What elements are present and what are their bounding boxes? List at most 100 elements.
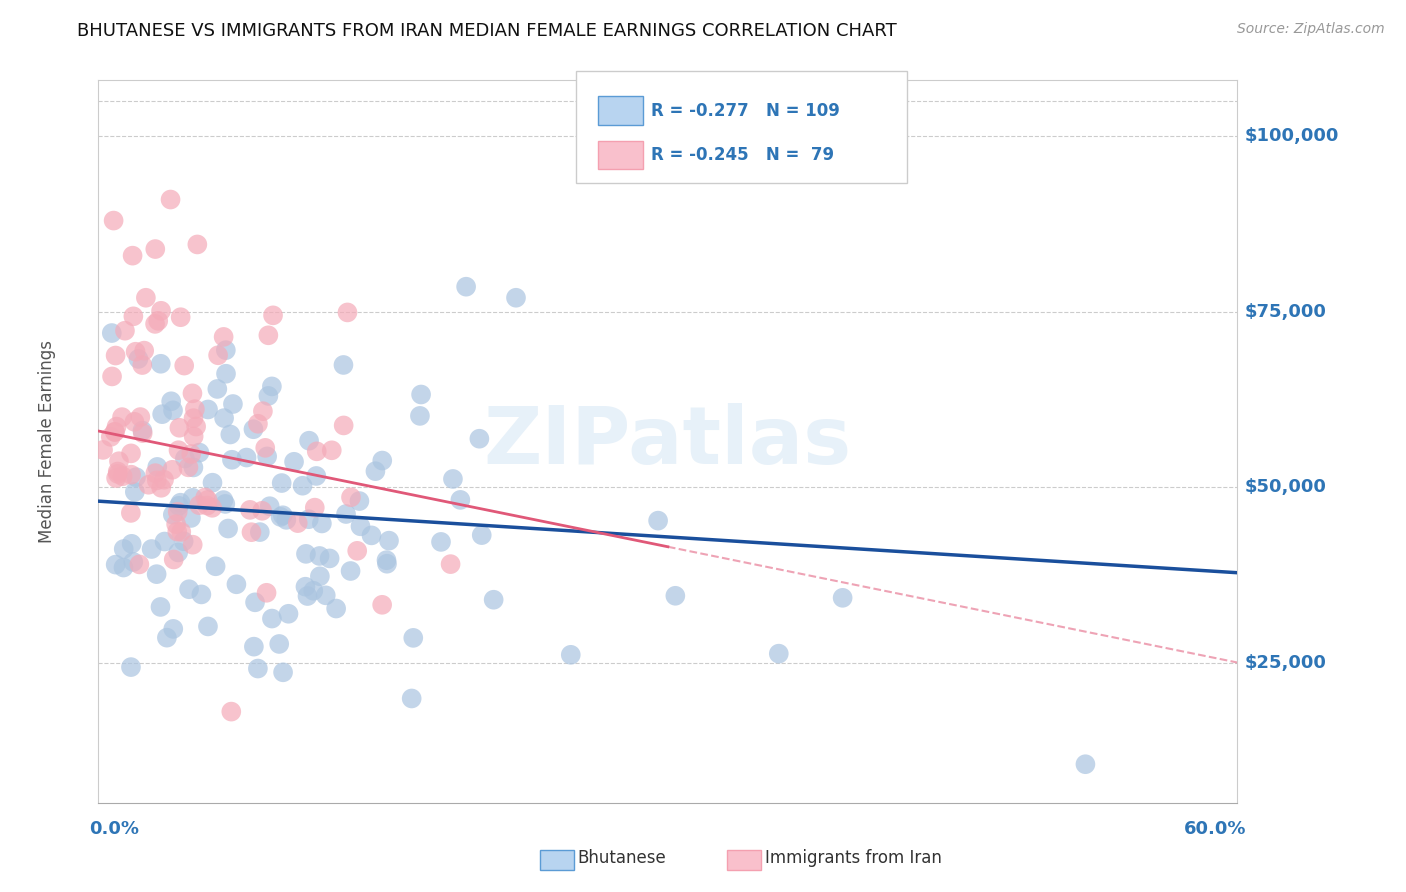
Point (257, 328, 280, 343)
Point (207, 348, 229, 362)
Point (269, 637, 291, 651)
Point (197, 619, 219, 633)
Point (409, 387, 432, 401)
Point (305, 444, 328, 458)
Point (339, 564, 361, 578)
Point (111, 469, 134, 483)
Point (201, 500, 224, 515)
Point (114, 324, 136, 338)
Point (156, 631, 179, 645)
Point (124, 344, 146, 359)
Point (132, 426, 155, 441)
Point (173, 359, 195, 373)
Point (135, 291, 157, 305)
Point (212, 411, 235, 425)
Point (332, 418, 354, 433)
Point (167, 499, 190, 513)
Point (302, 583, 325, 598)
Point (183, 411, 205, 425)
Point (336, 305, 359, 319)
Point (150, 303, 173, 318)
Point (177, 582, 200, 597)
Point (131, 358, 153, 372)
Point (318, 551, 340, 566)
Point (212, 493, 235, 508)
Point (108, 454, 131, 468)
Point (129, 410, 152, 425)
Point (246, 661, 269, 675)
Point (162, 403, 184, 417)
Point (242, 422, 264, 436)
Point (104, 558, 127, 572)
Point (201, 475, 224, 490)
Point (270, 476, 292, 491)
Point (160, 394, 183, 409)
Point (167, 545, 190, 559)
Point (173, 534, 195, 549)
Text: 0.0%: 0.0% (89, 821, 139, 838)
Point (239, 503, 262, 517)
Text: R = -0.277   N = 109: R = -0.277 N = 109 (651, 102, 839, 120)
Text: ZIPatlas: ZIPatlas (484, 402, 852, 481)
Point (188, 445, 211, 459)
Point (217, 522, 239, 536)
Point (148, 314, 170, 328)
Text: $50,000: $50,000 (1244, 478, 1327, 496)
Point (439, 557, 461, 571)
Point (107, 465, 129, 479)
Point (131, 424, 153, 438)
Point (768, 647, 790, 661)
Point (291, 479, 314, 493)
Point (449, 492, 471, 507)
Point (311, 516, 333, 531)
Point (145, 567, 167, 582)
Point (105, 471, 128, 485)
Point (124, 415, 146, 429)
Point (104, 425, 127, 439)
Point (181, 538, 204, 552)
Text: Median Female Earnings: Median Female Earnings (38, 340, 56, 543)
Point (146, 459, 169, 474)
Text: Bhutanese: Bhutanese (578, 849, 666, 867)
Point (270, 509, 292, 524)
Point (364, 464, 387, 478)
Point (163, 552, 186, 566)
Text: R = -0.245   N =  79: R = -0.245 N = 79 (651, 146, 834, 164)
Point (283, 455, 305, 469)
Point (169, 310, 191, 325)
Point (375, 557, 398, 571)
Point (298, 512, 321, 526)
Text: BHUTANESE VS IMMIGRANTS FROM IRAN MEDIAN FEMALE EARNINGS CORRELATION CHART: BHUTANESE VS IMMIGRANTS FROM IRAN MEDIAN… (77, 22, 897, 40)
Point (298, 434, 321, 448)
Point (221, 705, 243, 719)
Point (371, 598, 394, 612)
Point (375, 553, 398, 567)
Point (180, 511, 202, 525)
Point (183, 429, 205, 443)
Point (184, 419, 207, 434)
Point (219, 427, 242, 442)
Point (169, 421, 191, 435)
Point (204, 559, 226, 574)
Point (190, 587, 212, 601)
Point (112, 541, 135, 556)
Point (181, 386, 204, 401)
Text: 60.0%: 60.0% (1184, 821, 1247, 838)
Point (340, 490, 363, 504)
Point (325, 601, 347, 615)
Point (125, 470, 148, 484)
Point (304, 500, 326, 515)
Point (243, 640, 266, 654)
Point (105, 419, 128, 434)
Point (197, 402, 219, 417)
Point (188, 498, 211, 512)
Point (122, 555, 145, 569)
Point (378, 533, 401, 548)
Point (277, 607, 299, 621)
Point (831, 591, 853, 605)
Point (134, 343, 156, 358)
Point (166, 524, 188, 539)
Point (252, 404, 274, 418)
Point (308, 549, 330, 563)
Point (287, 516, 309, 530)
